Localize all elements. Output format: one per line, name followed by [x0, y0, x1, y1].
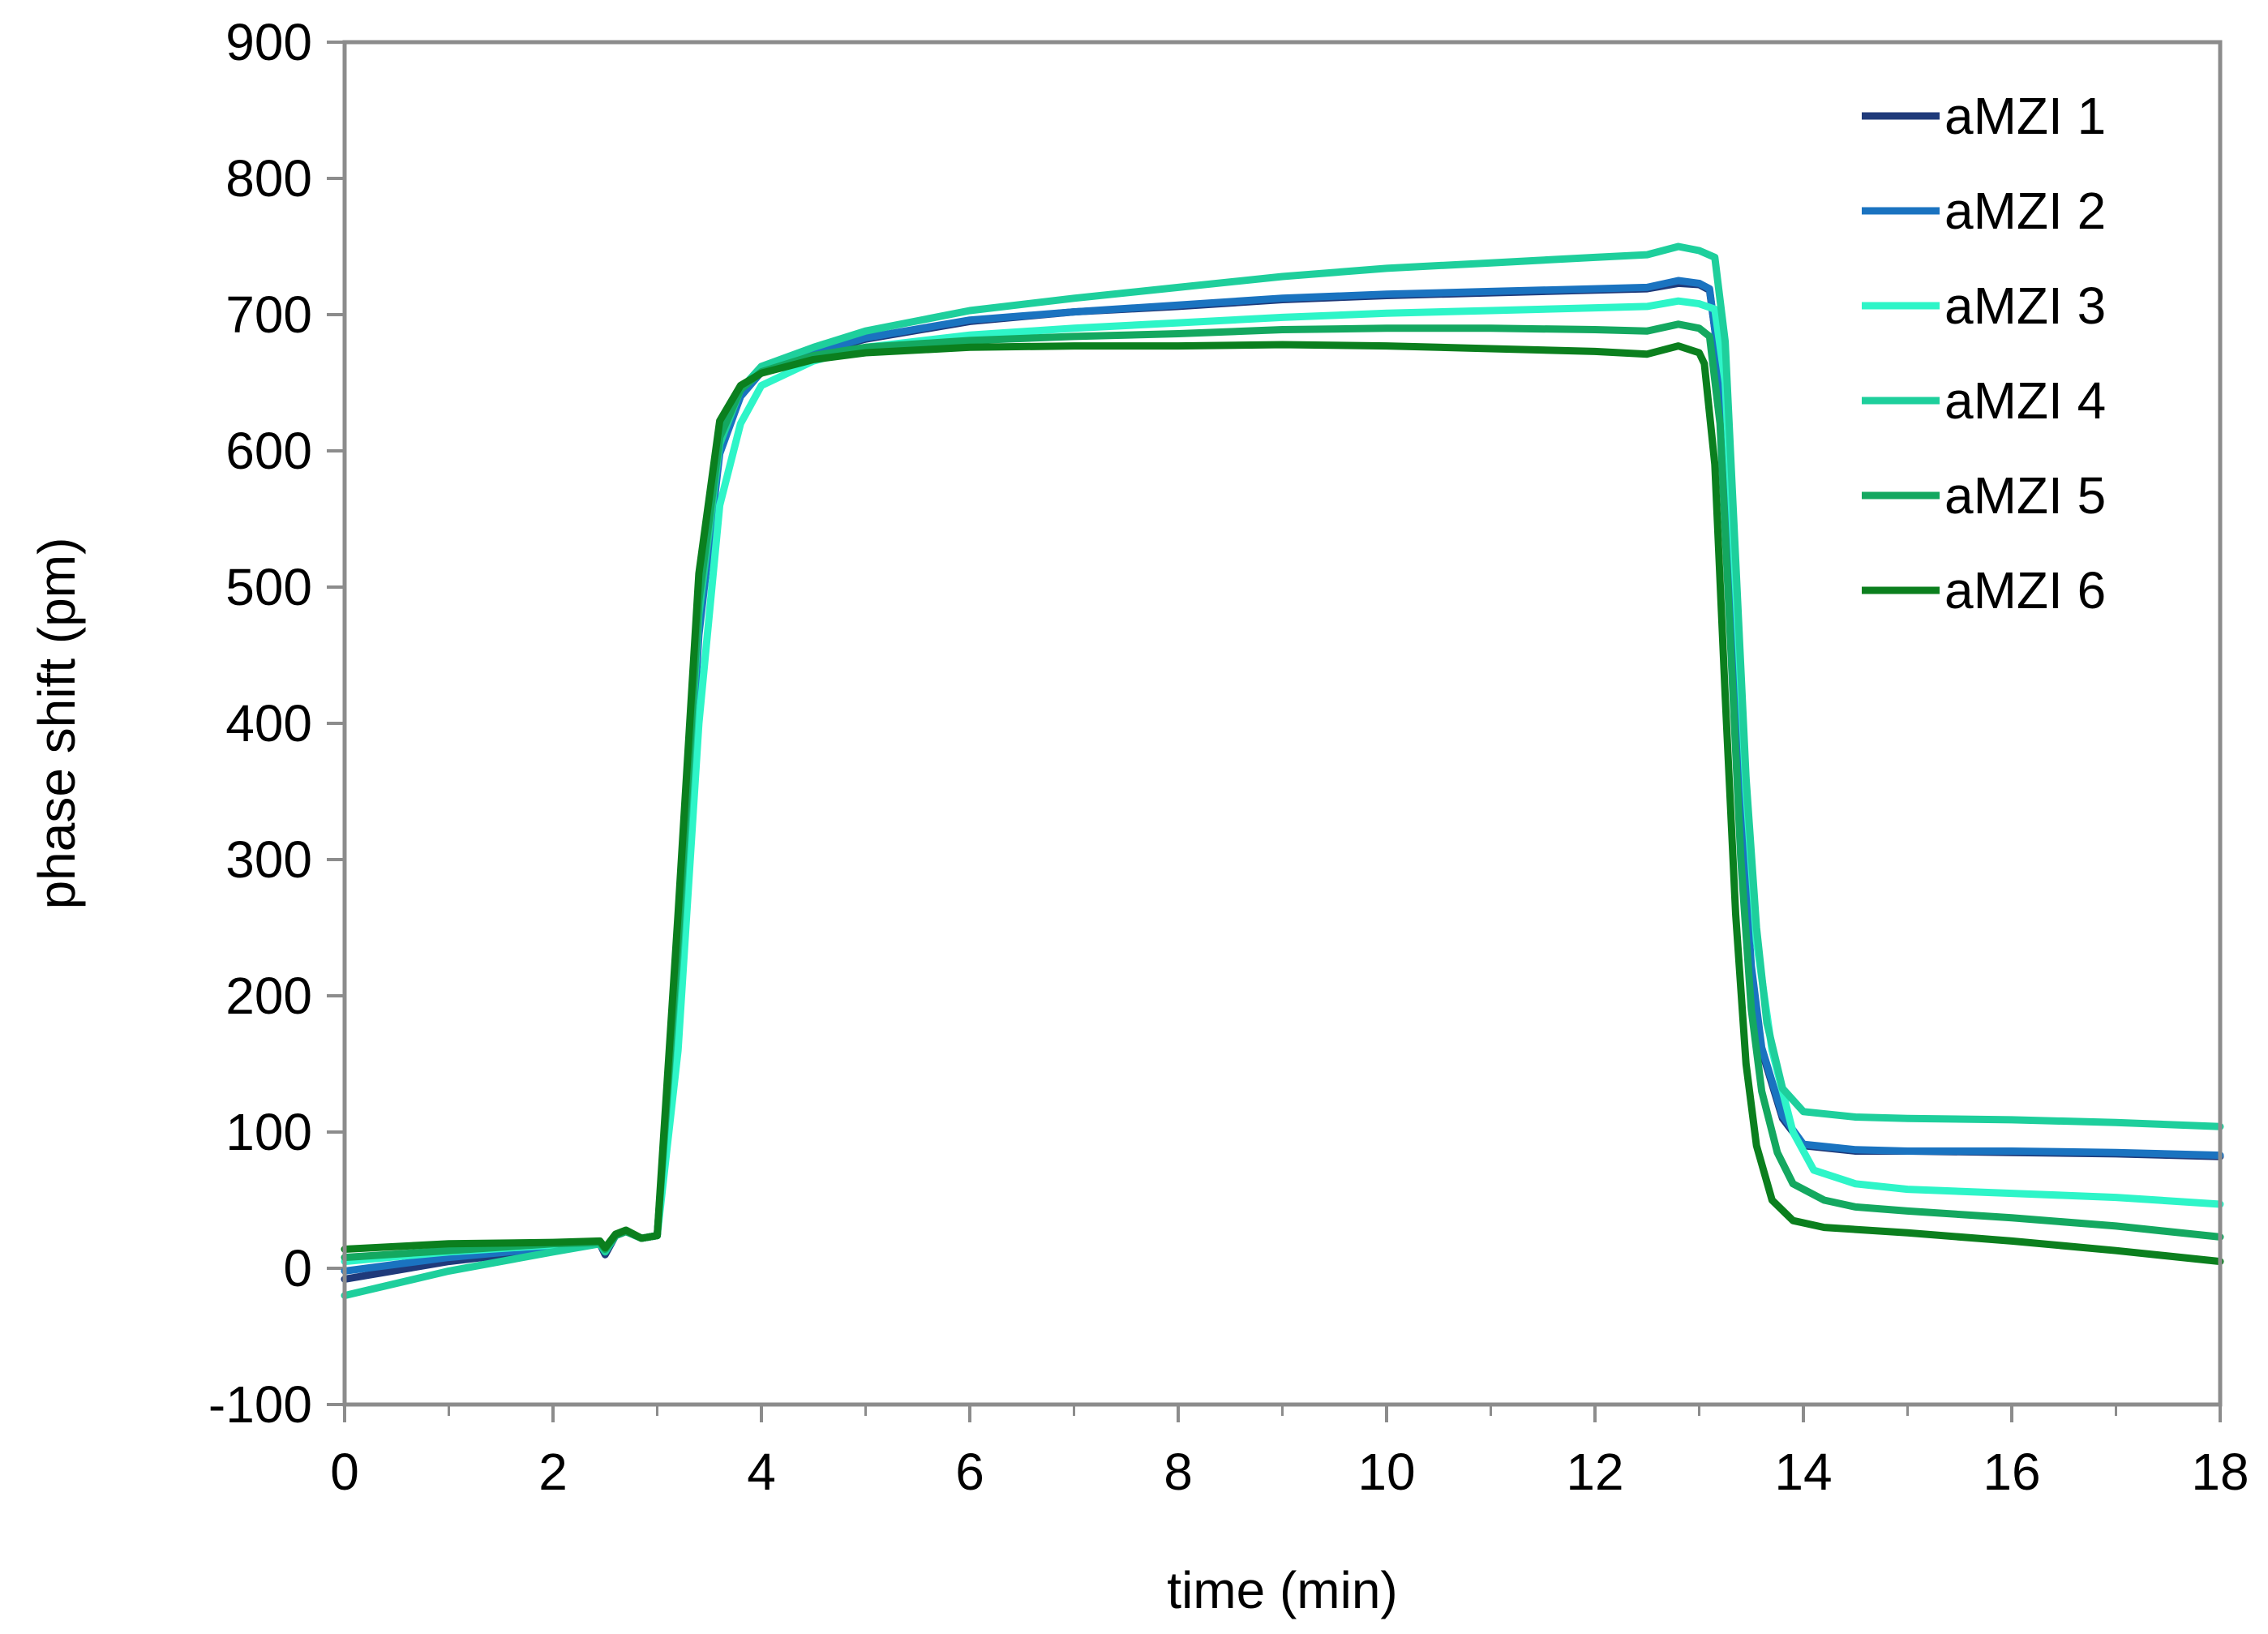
x-tick-label: 12 — [1566, 1443, 1623, 1501]
ticks-layer — [327, 41, 2222, 1422]
legend-label: aMZI 1 — [1944, 87, 2106, 145]
x-tick-label: 18 — [2191, 1443, 2249, 1501]
y-tick-label: 0 — [283, 1239, 312, 1297]
x-tick-label: 10 — [1357, 1443, 1415, 1501]
y-tick-label: -100 — [208, 1375, 312, 1434]
series-layer — [341, 242, 2224, 1300]
legend: aMZI 1 aMZI 2 aMZI 3 aMZI 4 aMZI 5 aMZI 6 — [1862, 87, 2106, 620]
y-tick-label: 700 — [225, 285, 312, 344]
legend-label: aMZI 4 — [1944, 371, 2106, 430]
x-tick-label: 2 — [538, 1443, 568, 1501]
series-line-amzi-1 — [341, 279, 2224, 1283]
y-tick-label: 800 — [225, 149, 312, 208]
plot-frame — [342, 40, 2223, 1407]
legend-label: aMZI 5 — [1944, 466, 2106, 525]
y-axis-title: phase shift (pm) — [28, 538, 86, 910]
legend-label: aMZI 3 — [1944, 277, 2106, 335]
x-tick-label: 6 — [955, 1443, 984, 1501]
legend-label: aMZI 2 — [1944, 182, 2106, 240]
y-tick-label: 900 — [225, 13, 312, 71]
y-tick-label: 600 — [225, 422, 312, 480]
x-tick-labels: 0 2 4 6 8 10 12 14 16 18 — [330, 1443, 2249, 1501]
x-tick-label: 16 — [1983, 1443, 2040, 1501]
y-tick-labels: -100 0 100 200 300 400 500 600 700 800 900 — [208, 13, 312, 1434]
x-axis-title: time (min) — [1167, 1561, 1397, 1619]
series-line-amzi-6 — [341, 341, 2224, 1266]
y-tick-label: 300 — [225, 830, 312, 889]
x-tick-label: 14 — [1774, 1443, 1832, 1501]
y-tick-label: 400 — [225, 694, 312, 753]
y-tick-label: 100 — [225, 1103, 312, 1161]
y-tick-label: 200 — [225, 967, 312, 1025]
y-tick-label: 500 — [225, 558, 312, 616]
x-tick-label: 8 — [1164, 1443, 1193, 1501]
legend-label: aMZI 6 — [1944, 561, 2106, 620]
x-tick-label: 4 — [747, 1443, 776, 1501]
x-tick-label: 0 — [330, 1443, 359, 1501]
